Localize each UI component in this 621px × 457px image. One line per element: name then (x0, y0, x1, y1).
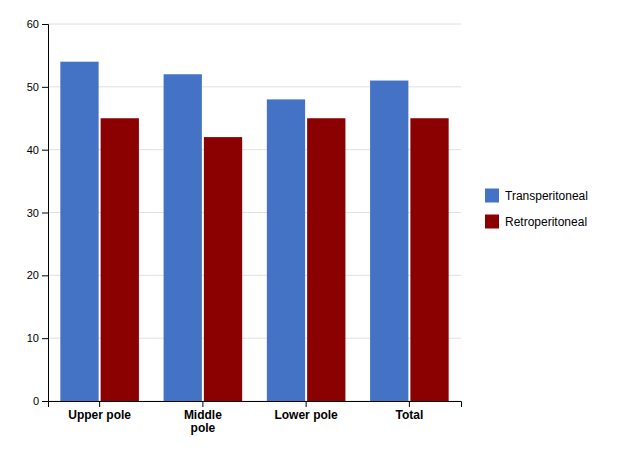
tick-mark (306, 401, 307, 407)
bar (410, 118, 448, 401)
y-axis: 0 10 20 30 40 50 60 (27, 18, 49, 407)
tick-mark (42, 338, 48, 339)
tick-mark (42, 24, 48, 25)
tick: 50 (27, 81, 48, 93)
bar (204, 137, 242, 401)
tick-mark (202, 401, 203, 407)
tick-mark (42, 275, 48, 276)
bar (267, 99, 305, 401)
bars (60, 62, 448, 401)
bar (60, 62, 98, 401)
tick: 30 (27, 207, 48, 219)
tick: 10 (27, 332, 48, 344)
tick-label: Total (395, 408, 423, 422)
tick-label: 60 (27, 18, 39, 30)
tick: Lower pole (274, 401, 338, 422)
bar-series (60, 62, 408, 401)
legend-label: Retroperitoneal (505, 215, 587, 229)
tick-label: Lower pole (274, 408, 338, 422)
tick: 40 (27, 144, 48, 156)
tick-mark (42, 213, 48, 214)
tick-mark (42, 87, 48, 88)
tick: 0 (33, 395, 48, 407)
x-axis: Upper pole Middlepole Lower pole Total (49, 401, 462, 435)
tick-label: 50 (27, 81, 39, 93)
tick: Total (395, 401, 423, 422)
axis-line (42, 25, 49, 402)
legend-label: Transperitoneal (505, 189, 588, 203)
bar (164, 74, 202, 401)
grid (48, 24, 461, 401)
bar (370, 81, 408, 401)
tick: Middlepole (184, 401, 222, 435)
legend-item: Transperitoneal (485, 189, 588, 203)
tick-mark (42, 150, 48, 151)
tick: Upper pole (68, 401, 131, 422)
tick-label: 0 (33, 395, 39, 407)
tick-label: 30 (27, 207, 39, 219)
chart: 0 10 20 30 40 50 60 Upper pole Middlepole Lower p… (0, 0, 621, 457)
bar (101, 118, 139, 401)
plot: 0 10 20 30 40 50 60 Upper pole Middlepole Lower p… (27, 18, 462, 435)
legend: Transperitoneal Retroperitoneal (485, 189, 588, 229)
tick-mark (42, 401, 48, 402)
tick-mark (99, 401, 100, 407)
bar (307, 118, 345, 401)
legend-swatch (485, 215, 499, 229)
legend-item: Retroperitoneal (485, 215, 587, 229)
bar-series (101, 118, 449, 401)
tick-label: Middlepole (184, 408, 222, 436)
tick-label: 20 (27, 269, 39, 281)
tick-mark (409, 401, 410, 407)
legend-swatch (485, 189, 499, 203)
tick-label: 10 (27, 332, 39, 344)
tick-label: Upper pole (68, 408, 131, 422)
axis-line (49, 402, 462, 408)
tick: 60 (27, 18, 48, 30)
grid-line (48, 24, 461, 25)
tick: 20 (27, 269, 48, 281)
tick-label: 40 (27, 144, 39, 156)
